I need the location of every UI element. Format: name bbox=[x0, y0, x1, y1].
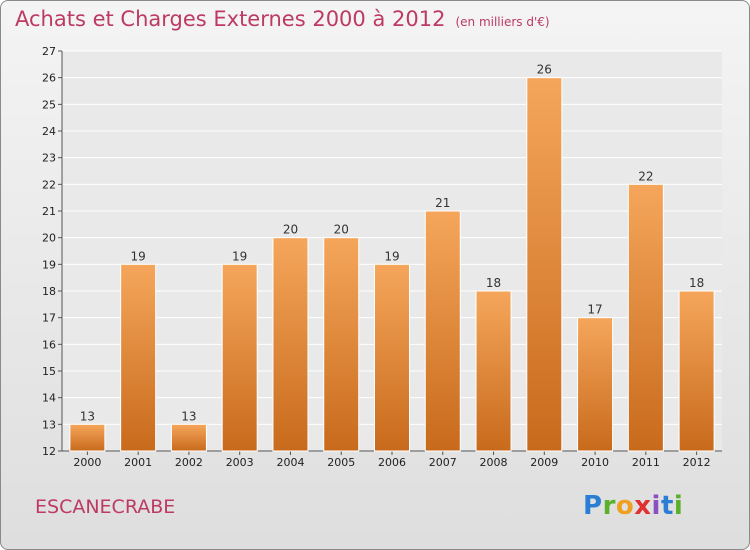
value-label-2005: 20 bbox=[334, 223, 349, 237]
x-tick-label-2007: 2007 bbox=[429, 456, 457, 469]
bar-2012 bbox=[678, 290, 715, 452]
value-label-2009: 26 bbox=[537, 63, 552, 77]
value-label-2012: 18 bbox=[689, 276, 704, 290]
logo-letter: P bbox=[583, 491, 603, 521]
value-label-2010: 17 bbox=[587, 303, 602, 317]
value-label-2003: 19 bbox=[232, 249, 247, 263]
value-label-2001: 19 bbox=[131, 249, 146, 263]
logo-letter: x bbox=[634, 491, 652, 521]
y-tick-label: 24 bbox=[42, 125, 56, 138]
place-name: ESCANECRABE bbox=[35, 496, 176, 518]
bar-2006 bbox=[374, 263, 410, 452]
value-label-2002: 13 bbox=[181, 409, 196, 423]
bar-2009 bbox=[526, 77, 563, 452]
bar-2000 bbox=[69, 423, 106, 452]
bar-2007 bbox=[424, 210, 461, 452]
value-label-2000: 13 bbox=[80, 409, 95, 423]
logo-letter: r bbox=[602, 491, 616, 521]
labels: 12 13 14 15 16 17 18 19 20 21 22 23 24 25 26 27 13 2000 19… bbox=[42, 45, 711, 469]
y-tick-label: 20 bbox=[42, 232, 56, 245]
value-label-2008: 18 bbox=[486, 276, 501, 290]
chart-unit: (en milliers d'€) bbox=[455, 15, 550, 29]
y-tick-label: 17 bbox=[42, 312, 56, 325]
y-tick-label: 26 bbox=[42, 72, 56, 85]
x-tick-label-2001: 2001 bbox=[124, 456, 152, 469]
y-tick-label: 18 bbox=[42, 285, 56, 298]
bar-2008 bbox=[475, 290, 512, 452]
y-tick-label: 15 bbox=[42, 365, 56, 378]
x-tick-label-2009: 2009 bbox=[530, 456, 558, 469]
y-tick-label: 19 bbox=[42, 258, 56, 271]
x-tick-label-2011: 2011 bbox=[632, 456, 660, 469]
y-tick-label: 14 bbox=[42, 392, 56, 405]
x-tick-label-2010: 2010 bbox=[581, 456, 609, 469]
title-block: Achats et Charges Externes 2000 à 2012 (e… bbox=[15, 7, 550, 31]
bar-2005 bbox=[323, 237, 360, 452]
logo-letter: o bbox=[615, 491, 635, 521]
value-label-2007: 21 bbox=[435, 196, 450, 210]
bar-2004 bbox=[272, 237, 309, 452]
bar-2010 bbox=[577, 317, 614, 452]
value-label-2006: 19 bbox=[384, 249, 399, 263]
y-tick-label: 12 bbox=[42, 445, 56, 458]
y-tick-label: 21 bbox=[42, 205, 56, 218]
chart-title: Achats et Charges Externes 2000 à 2012 bbox=[15, 7, 446, 31]
y-tick-label: 22 bbox=[42, 178, 56, 191]
bars bbox=[69, 77, 715, 452]
logo-letter: i bbox=[673, 491, 684, 521]
x-tick-label-2000: 2000 bbox=[73, 456, 101, 469]
x-tick-label-2003: 2003 bbox=[226, 456, 254, 469]
bar-2002 bbox=[170, 423, 207, 452]
x-tick-label-2012: 2012 bbox=[683, 456, 711, 469]
value-label-2004: 20 bbox=[283, 223, 298, 237]
logo-letter: i bbox=[651, 491, 661, 521]
logo-letter: t bbox=[660, 491, 674, 521]
value-label-2011: 22 bbox=[638, 169, 653, 183]
y-tick-label: 16 bbox=[42, 338, 56, 351]
y-tick-label: 13 bbox=[42, 418, 56, 431]
x-tick-label-2006: 2006 bbox=[378, 456, 406, 469]
bar-2003 bbox=[221, 263, 258, 452]
x-tick-label-2008: 2008 bbox=[480, 456, 508, 469]
bar-2011 bbox=[627, 183, 664, 452]
y-tick-label: 27 bbox=[42, 45, 56, 58]
proxiti-logo: Proxiti bbox=[583, 491, 683, 521]
x-tick-label-2002: 2002 bbox=[175, 456, 203, 469]
y-tick-label: 25 bbox=[42, 98, 56, 111]
x-tick-label-2005: 2005 bbox=[327, 456, 355, 469]
bar-2001 bbox=[120, 263, 157, 452]
y-tick-label: 23 bbox=[42, 152, 56, 165]
x-tick-label-2004: 2004 bbox=[276, 456, 304, 469]
